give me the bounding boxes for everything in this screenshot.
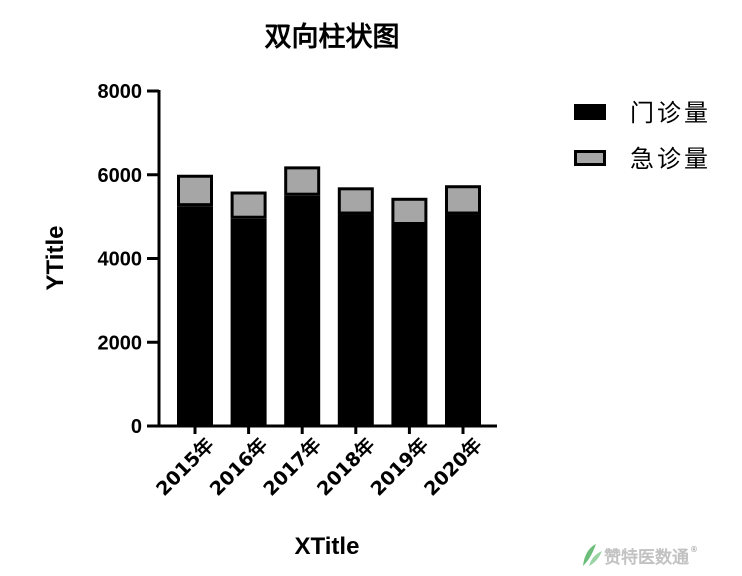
x-tick-label-4: 2019年 (366, 433, 433, 500)
y-tick-label-0: 0 (131, 416, 142, 438)
bar-emergency-5 (445, 185, 481, 215)
legend-swatch-0 (574, 104, 606, 120)
x-tick-label-1: 2016年 (205, 433, 272, 500)
x-tick-label-3: 2018年 (312, 433, 379, 500)
watermark-text: 赞特医数通 (604, 547, 689, 568)
y-tick-label-3: 6000 (98, 165, 143, 187)
y-tick-label-4: 8000 (98, 81, 143, 103)
legend-label-0: 门诊量 (630, 99, 711, 127)
bar-emergency-1 (230, 191, 267, 219)
bar-emergency-3 (337, 187, 374, 215)
bar-outpatient-3 (337, 214, 374, 428)
x-tick-label-5: 2020年 (419, 433, 486, 500)
bar-emergency-4 (391, 197, 428, 225)
x-tick-label-0: 2015年 (151, 433, 218, 500)
bar-outpatient-4 (391, 225, 428, 428)
y-axis-title: YTitle (42, 226, 69, 291)
legend-label-1: 急诊量 (630, 145, 711, 173)
registered-mark: ® (690, 544, 698, 554)
bar-emergency-2 (284, 166, 321, 196)
bar-outpatient-5 (445, 214, 481, 428)
x-axis-title: XTitle (295, 533, 360, 560)
chart-title: 双向柱状图 (265, 21, 400, 53)
bar-outpatient-1 (230, 218, 267, 428)
watermark: 赞特医数通 ® (580, 540, 698, 570)
bar-outpatient-2 (284, 195, 321, 428)
leaf-logo-icon (583, 544, 602, 566)
y-tick-label-1: 2000 (98, 332, 143, 354)
legend-swatch-1 (574, 150, 606, 166)
bar-emergency-0 (177, 174, 213, 207)
x-tick-label-2: 2017年 (259, 433, 326, 500)
bar-outpatient-0 (177, 206, 213, 428)
y-tick-label-2: 4000 (98, 249, 143, 271)
